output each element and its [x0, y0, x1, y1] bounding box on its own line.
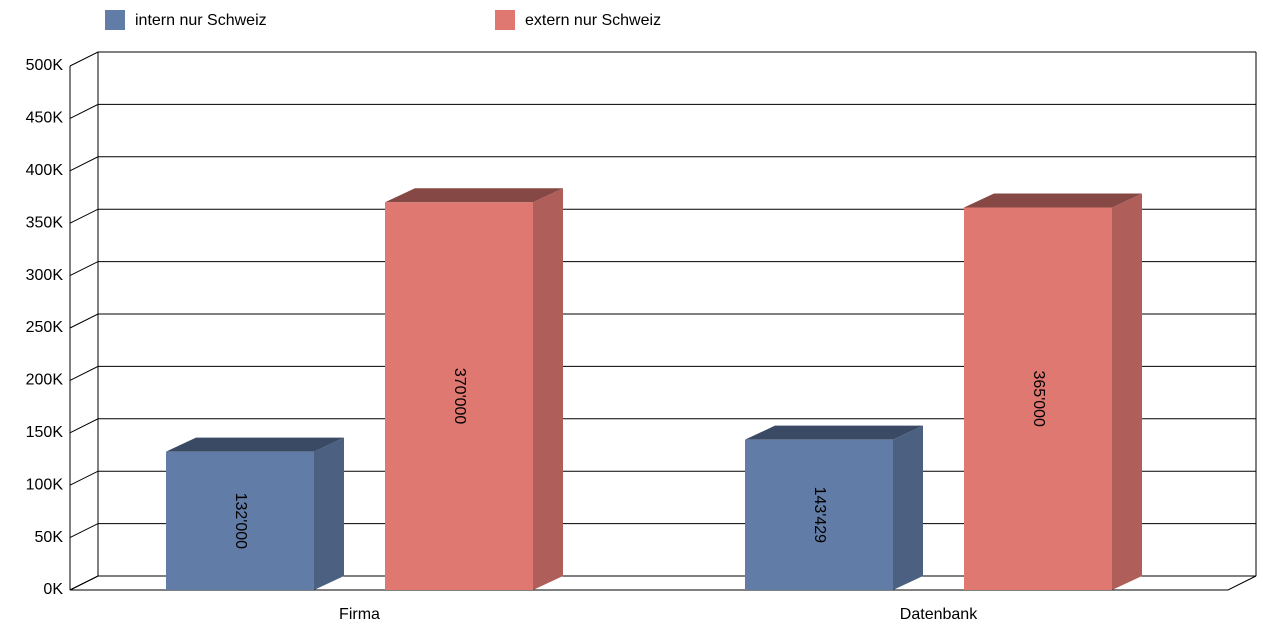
legend-swatch: [105, 10, 125, 30]
legend-swatch: [495, 10, 515, 30]
y-tick-label: 400K: [26, 162, 64, 179]
x-tick-label: Datenbank: [900, 606, 978, 623]
bar-top: [385, 188, 563, 203]
bar-side: [533, 188, 563, 591]
legend-label: intern nur Schweiz: [135, 12, 267, 29]
legend-label: extern nur Schweiz: [525, 12, 661, 29]
y-tick-label: 200K: [26, 372, 64, 389]
grid-line: [69, 103, 1256, 119]
y-tick-label: 50K: [35, 529, 64, 546]
y-tick-label: 100K: [26, 476, 64, 493]
y-tick-label: 500K: [26, 57, 64, 74]
bar: [745, 439, 893, 590]
x-tick-label: Firma: [339, 606, 380, 623]
bar-side: [893, 425, 923, 590]
grid-line: [69, 313, 1256, 329]
bar-top: [964, 193, 1142, 208]
value-label: 143'429: [811, 487, 828, 544]
bar: [385, 202, 533, 591]
grid-line: [69, 261, 1256, 277]
value-label: 370'000: [451, 368, 468, 425]
bar-top: [745, 425, 923, 440]
y-tick-label: 450K: [26, 110, 64, 127]
bar: [166, 451, 314, 590]
y-tick-label: 250K: [26, 319, 64, 336]
value-label: 132'000: [232, 493, 249, 550]
grid-line: [69, 418, 1256, 434]
grid-line: [69, 208, 1256, 224]
grid-line: [69, 156, 1256, 172]
bar-side: [314, 437, 344, 590]
y-tick-label: 300K: [26, 267, 64, 284]
grid-line: [69, 51, 1256, 67]
bar: [964, 207, 1112, 591]
y-tick-label: 150K: [26, 424, 64, 441]
bar-top: [166, 437, 344, 452]
bar-side: [1112, 193, 1142, 591]
grid-line: [69, 365, 1256, 381]
value-label: 365'000: [1030, 371, 1047, 428]
y-tick-label: 0K: [43, 581, 63, 598]
y-tick-label: 350K: [26, 214, 64, 231]
